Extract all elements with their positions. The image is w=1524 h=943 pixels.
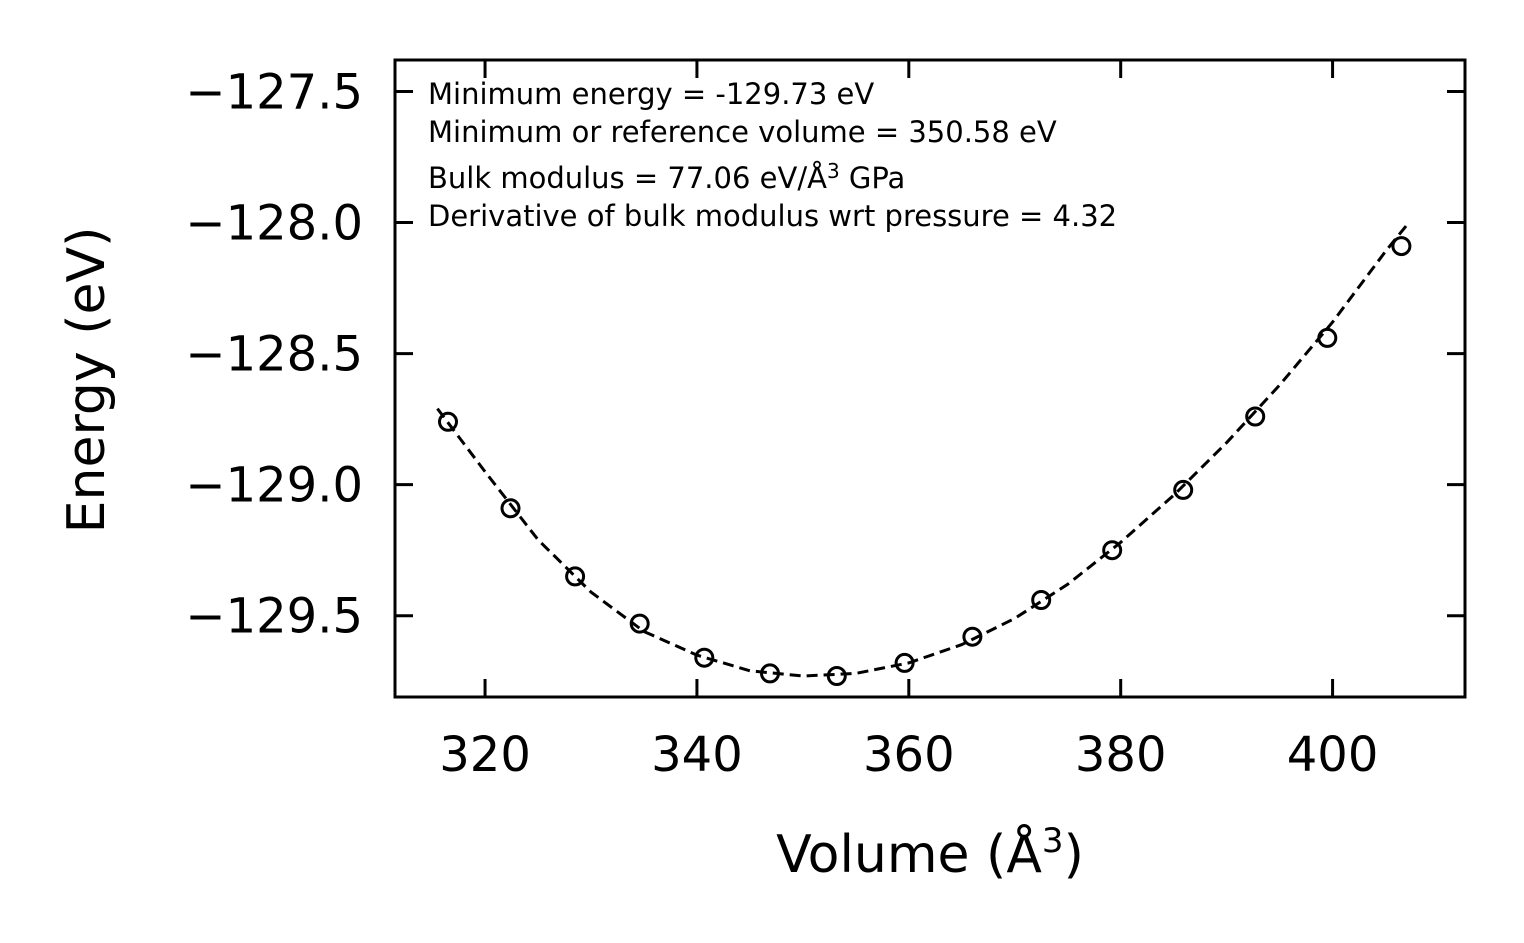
data-point <box>694 647 715 668</box>
x-axis-title-superscript: 3 <box>1042 821 1064 861</box>
y-axis-title: Energy (eV) <box>57 227 117 534</box>
data-point <box>1245 406 1266 427</box>
bulk-modulus-unit: GPa <box>840 161 906 195</box>
x-tick-label: 380 <box>1075 727 1167 783</box>
x-tick-label: 340 <box>651 727 743 783</box>
y-tick-label: −128.5 <box>185 327 363 383</box>
bulk-modulus-label: Bulk modulus = 77.06 eV/Å <box>428 161 827 195</box>
data-point <box>760 663 780 684</box>
data-point <box>1317 327 1338 348</box>
plot-content <box>436 221 1412 686</box>
annotation-bulk-modulus: Bulk modulus = 77.06 eV/Å3 GPa <box>428 159 905 195</box>
annotation-min-volume: Minimum or reference volume = 350.58 eV <box>428 115 1057 149</box>
data-point <box>826 666 847 686</box>
data-point <box>962 626 983 647</box>
x-axis-title-text: Volume (Å <box>776 823 1042 885</box>
data-point <box>1391 236 1412 257</box>
data-point <box>894 652 915 673</box>
x-tick-label: 400 <box>1287 727 1379 783</box>
data-point <box>1173 479 1194 500</box>
y-tick-label: −128.0 <box>185 196 363 252</box>
x-axis-title: Volume (Å3) <box>776 821 1084 885</box>
x-tick-label: 320 <box>439 727 531 783</box>
data-point <box>500 498 521 519</box>
x-tick-label: 360 <box>863 727 955 783</box>
data-point <box>438 411 458 432</box>
annotation-min-energy: Minimum energy = -129.73 eV <box>428 77 874 111</box>
data-point <box>629 613 650 634</box>
data-point <box>1102 540 1123 561</box>
data-point <box>1031 590 1052 610</box>
y-tick-label: −127.5 <box>185 64 363 120</box>
axis-ticks: 320 340 360 380 400 −127.5 −128.0 −128.5 −129.0 −… <box>185 60 1465 783</box>
data-point <box>565 566 586 587</box>
fit-curve <box>436 221 1411 678</box>
y-tick-label: −129.0 <box>185 458 363 514</box>
plot-frame <box>393 58 1467 699</box>
x-axis-title-close: ) <box>1064 825 1084 885</box>
bulk-modulus-superscript: 3 <box>827 159 840 183</box>
y-tick-label: −129.5 <box>185 589 363 645</box>
annotation-derivative: Derivative of bulk modulus wrt pressure … <box>428 199 1117 233</box>
